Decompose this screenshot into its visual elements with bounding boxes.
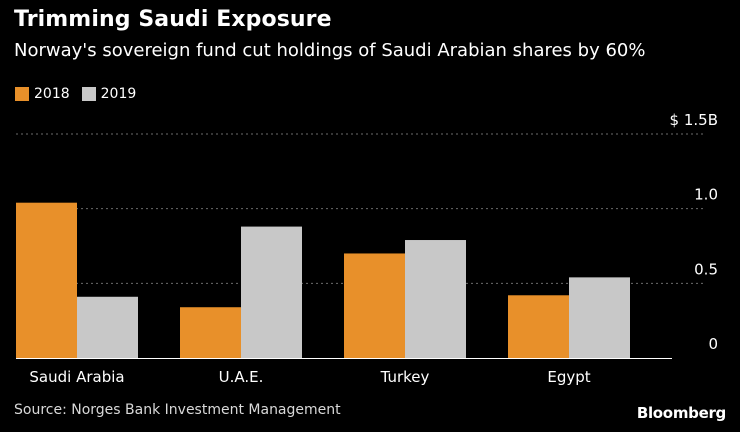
y-tick-label-3: $ 1.5B bbox=[670, 111, 718, 129]
bar-2019-3 bbox=[569, 277, 630, 358]
source-note: Source: Norges Bank Investment Managemen… bbox=[14, 402, 341, 418]
x-tick-label-2: Turkey bbox=[380, 368, 430, 386]
bar-2019-0 bbox=[77, 296, 138, 358]
y-tick-label-1: 0.5 bbox=[694, 260, 718, 278]
y-tick-label-0: 0 bbox=[708, 335, 718, 353]
y-tick-label-2: 1.0 bbox=[694, 186, 718, 204]
legend-item-2019: 2019 bbox=[81, 86, 137, 102]
legend-label-2019: 2019 bbox=[100, 86, 137, 102]
x-tick-label-3: Egypt bbox=[547, 368, 590, 386]
chart-subtitle: Norway's sovereign fund cut holdings of … bbox=[14, 40, 646, 61]
x-tick-label-0: Saudi Arabia bbox=[29, 368, 124, 386]
chart-title: Trimming Saudi Exposure bbox=[14, 7, 332, 32]
bar-2018-3 bbox=[508, 295, 569, 358]
legend-swatch-2019 bbox=[81, 87, 96, 101]
bar-2018-1 bbox=[180, 307, 241, 358]
legend: 2018 2019 bbox=[15, 86, 148, 102]
bar-2019-1 bbox=[241, 226, 302, 358]
legend-swatch-2018 bbox=[15, 87, 29, 101]
bar-2019-2 bbox=[405, 240, 466, 358]
bar-2018-0 bbox=[16, 202, 77, 358]
legend-label-2018: 2018 bbox=[34, 86, 70, 102]
bloomberg-logo: Bloomberg bbox=[636, 404, 726, 422]
legend-item-2018: 2018 bbox=[15, 86, 70, 102]
x-tick-label-1: U.A.E. bbox=[219, 368, 264, 386]
bar-2018-2 bbox=[344, 253, 405, 358]
